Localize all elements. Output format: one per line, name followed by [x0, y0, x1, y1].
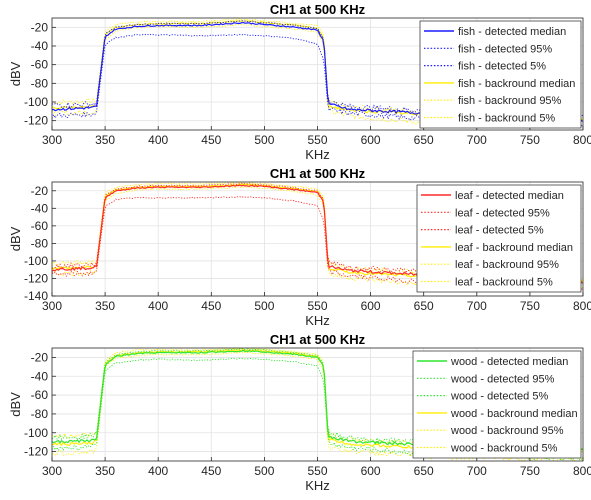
y-tick-label: -60 — [31, 388, 49, 402]
legend-label: fish - detected median — [458, 26, 566, 38]
x-tick-label: 700 — [467, 299, 487, 313]
x-tick-label: 600 — [361, 464, 381, 478]
chart-panel-1: 300 350 400 450 500 550 600 650 700 750 800 -120 -10… — [8, 2, 591, 162]
x-tick-label: 550 — [307, 133, 327, 147]
y-tick-label: -80 — [31, 236, 49, 250]
series-line-5 — [52, 351, 583, 461]
legend-label: fish - detected 95% — [458, 43, 552, 55]
x-axis-label: KHz — [305, 313, 330, 328]
y-tick-label: -120 — [24, 271, 48, 285]
x-tick-label: 700 — [467, 133, 487, 147]
x-tick-label: 700 — [467, 464, 487, 478]
y-tick-label: -100 — [24, 426, 48, 440]
chart-title: CH1 at 500 KHz — [270, 2, 366, 17]
x-tick-label: 600 — [361, 299, 381, 313]
y-tick-label: -20 — [31, 350, 49, 364]
legend-label: leaf - detected 95% — [455, 207, 550, 219]
series-line-1 — [52, 20, 583, 120]
y-tick-label: -60 — [31, 219, 49, 233]
x-tick-label: 350 — [95, 299, 115, 313]
x-tick-label: 800 — [573, 464, 591, 478]
legend-label: fish - backround 5% — [458, 113, 555, 125]
y-axis-label: dBV — [8, 61, 23, 86]
x-tick-label: 550 — [307, 464, 327, 478]
y-tick-label: -140 — [24, 289, 48, 303]
x-tick-label: 750 — [520, 133, 540, 147]
y-tick-label: -40 — [31, 369, 49, 383]
x-tick-label: 300 — [42, 464, 62, 478]
legend-box — [416, 184, 582, 293]
x-tick-label: 350 — [95, 464, 115, 478]
x-tick-label: 450 — [201, 464, 221, 478]
x-axis-label: KHz — [305, 147, 330, 162]
legend-label: wood - backround 95% — [450, 425, 564, 437]
legend-label: leaf - detected 5% — [455, 225, 544, 237]
chart-panel-2: 300 350 400 450 500 550 600 650 700 750 800 -140 -12… — [8, 166, 591, 328]
x-tick-label: 400 — [148, 133, 168, 147]
legend-label: wood - backround 5% — [450, 443, 558, 455]
legend-box — [419, 20, 582, 129]
y-tick-label: -100 — [24, 254, 48, 268]
x-tick-label: 500 — [254, 464, 274, 478]
x-tick-label: 350 — [95, 133, 115, 147]
chart-panel-3: 300 350 400 450 500 550 600 650 700 750 800 -120 -10… — [8, 332, 591, 493]
x-tick-label: 550 — [307, 299, 327, 313]
y-tick-label: -120 — [24, 114, 48, 128]
chart-title: CH1 at 500 KHz — [270, 332, 366, 347]
legend-box — [412, 350, 582, 459]
legend-label: leaf - backround median — [455, 242, 573, 254]
series-line-1 — [52, 182, 583, 283]
x-tick-label: 450 — [201, 133, 221, 147]
y-tick-label: -40 — [31, 39, 49, 53]
y-tick-label: -20 — [31, 20, 49, 34]
legend-label: fish - detected 5% — [458, 61, 546, 73]
y-tick-label: -80 — [31, 407, 49, 421]
legend-label: leaf - backround 95% — [455, 259, 559, 271]
y-tick-label: -120 — [24, 445, 48, 459]
x-tick-label: 500 — [254, 299, 274, 313]
legend: fish - detected median fish - detected 95… — [419, 20, 582, 129]
legend-label: fish - backround median — [458, 78, 575, 90]
x-tick-label: 500 — [254, 133, 274, 147]
legend-label: leaf - backround 5% — [455, 277, 553, 289]
x-tick-label: 750 — [520, 299, 540, 313]
legend-label: leaf - detected median — [455, 190, 564, 202]
chart-title: CH1 at 500 KHz — [270, 166, 366, 181]
x-tick-label: 650 — [414, 299, 434, 313]
x-tick-label: 400 — [148, 299, 168, 313]
series-line-2 — [52, 196, 583, 291]
legend-label: wood - backround median — [450, 408, 578, 420]
y-tick-label: -80 — [31, 76, 49, 90]
y-tick-label: -60 — [31, 58, 49, 72]
y-axis-label: dBV — [8, 226, 23, 251]
x-tick-label: 600 — [361, 133, 381, 147]
y-tick-label: -40 — [31, 201, 49, 215]
x-tick-label: 650 — [414, 133, 434, 147]
legend-label: fish - backround 95% — [458, 95, 562, 107]
legend-label: wood - detected 5% — [450, 391, 548, 403]
legend-label: wood - detected 95% — [450, 373, 555, 385]
x-tick-label: 300 — [42, 299, 62, 313]
x-axis-label: KHz — [305, 478, 330, 493]
x-tick-label: 300 — [42, 133, 62, 147]
x-tick-label: 800 — [573, 133, 591, 147]
y-tick-label: -20 — [31, 184, 49, 198]
legend-label: wood - detected median — [450, 356, 568, 368]
x-tick-label: 800 — [573, 299, 591, 313]
y-axis-label: dBV — [8, 392, 23, 417]
x-tick-label: 450 — [201, 299, 221, 313]
y-tick-label: -100 — [24, 95, 48, 109]
x-tick-label: 650 — [414, 464, 434, 478]
legend: wood - detected median wood - detected 95… — [412, 350, 582, 459]
x-tick-label: 400 — [148, 464, 168, 478]
legend: leaf - detected median leaf - detected 95… — [416, 184, 582, 293]
x-tick-label: 750 — [520, 464, 540, 478]
